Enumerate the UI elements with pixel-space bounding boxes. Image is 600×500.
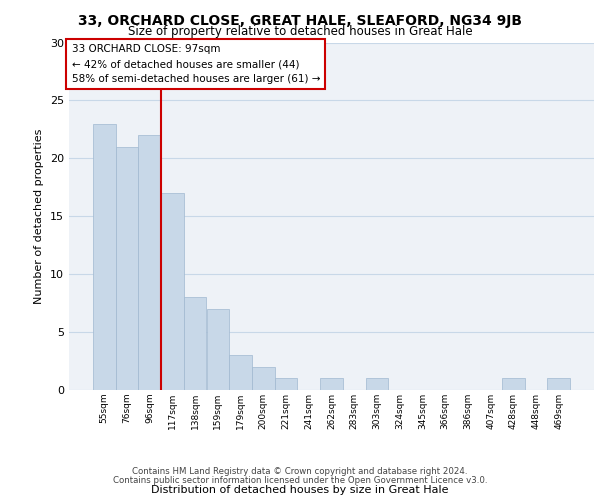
Bar bbox=[206, 309, 229, 390]
Bar bbox=[184, 298, 206, 390]
Bar bbox=[116, 147, 139, 390]
Text: 33, ORCHARD CLOSE, GREAT HALE, SLEAFORD, NG34 9JB: 33, ORCHARD CLOSE, GREAT HALE, SLEAFORD,… bbox=[78, 14, 522, 28]
Text: Contains HM Land Registry data © Crown copyright and database right 2024.: Contains HM Land Registry data © Crown c… bbox=[132, 467, 468, 476]
Bar bbox=[365, 378, 388, 390]
Bar bbox=[93, 124, 116, 390]
Y-axis label: Number of detached properties: Number of detached properties bbox=[34, 128, 44, 304]
Text: Distribution of detached houses by size in Great Hale: Distribution of detached houses by size … bbox=[151, 485, 449, 495]
Text: Contains public sector information licensed under the Open Government Licence v3: Contains public sector information licen… bbox=[113, 476, 487, 485]
Bar bbox=[547, 378, 570, 390]
Text: Size of property relative to detached houses in Great Hale: Size of property relative to detached ho… bbox=[128, 25, 472, 38]
Bar bbox=[139, 135, 161, 390]
Bar bbox=[229, 355, 252, 390]
Bar bbox=[502, 378, 524, 390]
Bar bbox=[275, 378, 298, 390]
Text: 33 ORCHARD CLOSE: 97sqm
← 42% of detached houses are smaller (44)
58% of semi-de: 33 ORCHARD CLOSE: 97sqm ← 42% of detache… bbox=[71, 44, 320, 84]
Bar bbox=[320, 378, 343, 390]
Bar bbox=[161, 193, 184, 390]
Bar bbox=[252, 367, 275, 390]
